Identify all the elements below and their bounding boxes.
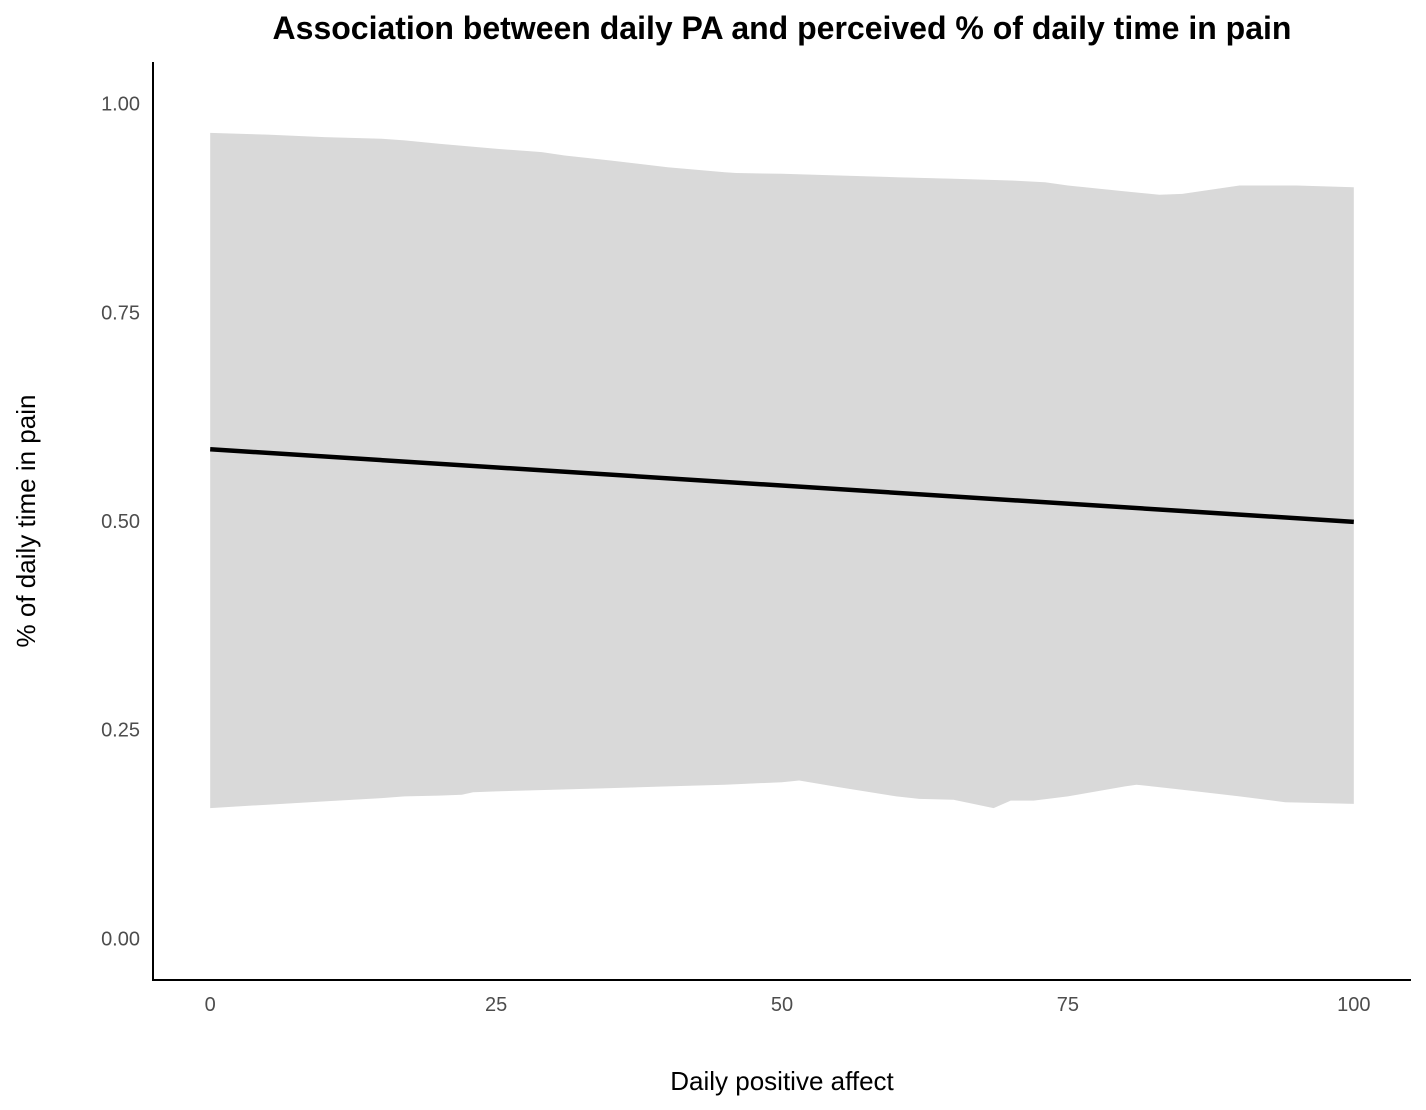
x-tick-label: 0 bbox=[205, 994, 216, 1016]
series-line bbox=[210, 446, 1354, 525]
x-axis-title: Daily positive affect bbox=[670, 1066, 894, 1096]
plot-area bbox=[210, 132, 1354, 809]
y-tick-label: 1.00 bbox=[101, 94, 140, 116]
x-tick-label: 50 bbox=[771, 994, 793, 1016]
y-axis-ticks: 0.00 0.25 0.50 0.75 1.00 bbox=[101, 94, 140, 951]
x-tick-label: 75 bbox=[1057, 994, 1079, 1016]
chart-title: Association between daily PA and perceiv… bbox=[273, 10, 1292, 46]
confidence-band bbox=[210, 132, 1354, 809]
y-tick-label: 0.75 bbox=[101, 302, 140, 324]
y-axis-title: % of daily time in pain bbox=[11, 395, 41, 648]
y-tick-label: 0.25 bbox=[101, 720, 140, 742]
x-axis-ticks: 0 25 50 75 100 bbox=[205, 994, 1371, 1016]
x-tick-label: 25 bbox=[485, 994, 507, 1016]
y-tick-label: 0.00 bbox=[101, 928, 140, 950]
y-tick-label: 0.50 bbox=[101, 511, 140, 533]
x-tick-label: 100 bbox=[1337, 994, 1370, 1016]
